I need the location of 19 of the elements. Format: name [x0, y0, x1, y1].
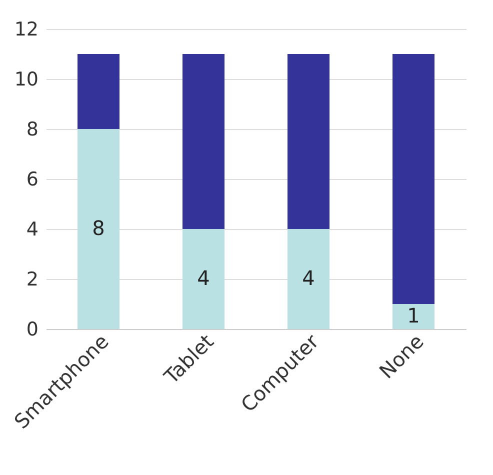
bar [392, 304, 434, 329]
y-tick-label: 6 [26, 168, 38, 190]
data-label: 8 [92, 216, 105, 240]
y-tick-label: 10 [14, 68, 38, 90]
bar [288, 54, 330, 229]
bar [182, 54, 224, 229]
bar [288, 229, 330, 329]
y-tick-label: 4 [26, 218, 38, 240]
bar [392, 54, 434, 304]
y-tick-label: 12 [14, 18, 38, 40]
y-tick-label: 2 [26, 268, 38, 290]
bar [78, 54, 120, 129]
data-label: 1 [407, 304, 420, 328]
bar [182, 229, 224, 329]
y-tick-label: 8 [26, 118, 38, 140]
y-tick-label: 0 [26, 318, 38, 340]
data-label: 4 [302, 266, 315, 290]
data-label: 4 [197, 266, 210, 290]
bar [78, 129, 120, 329]
